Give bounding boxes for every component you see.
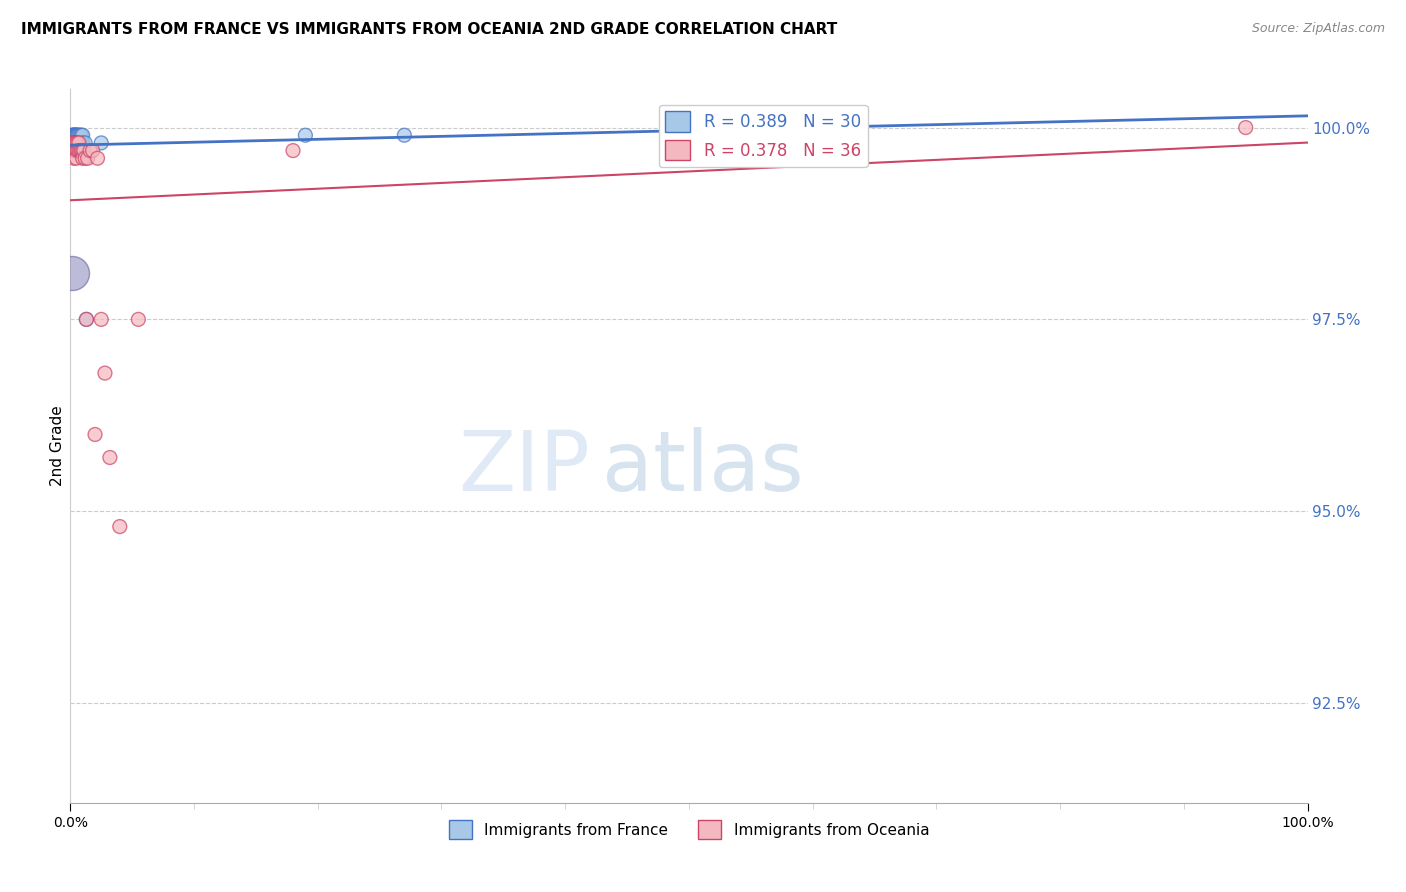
- Point: [65, 128, 87, 143]
- Point: [60, 266, 83, 280]
- Point: [70, 128, 93, 143]
- Point: [69, 136, 91, 150]
- Point: [63, 128, 86, 143]
- Point: [65, 151, 87, 165]
- Text: Source: ZipAtlas.com: Source: ZipAtlas.com: [1251, 22, 1385, 36]
- Y-axis label: 2nd Grade: 2nd Grade: [49, 406, 65, 486]
- Point: [72, 136, 94, 150]
- Point: [294, 128, 316, 143]
- Point: [62, 136, 84, 150]
- Point: [66, 136, 89, 150]
- Point: [65, 128, 87, 143]
- Text: IMMIGRANTS FROM FRANCE VS IMMIGRANTS FROM OCEANIA 2ND GRADE CORRELATION CHART: IMMIGRANTS FROM FRANCE VS IMMIGRANTS FRO…: [21, 22, 838, 37]
- Point: [65, 144, 87, 158]
- Point: [70, 136, 93, 150]
- Point: [65, 128, 87, 143]
- Point: [63, 128, 86, 143]
- Point: [65, 144, 87, 158]
- Point: [801, 144, 824, 158]
- Point: [73, 144, 96, 158]
- Point: [63, 144, 86, 158]
- Text: atlas: atlas: [602, 427, 804, 508]
- Point: [66, 128, 89, 143]
- Point: [62, 144, 84, 158]
- Point: [67, 136, 90, 150]
- Point: [127, 312, 149, 326]
- Point: [281, 144, 304, 158]
- Point: [67, 136, 90, 150]
- Point: [75, 312, 97, 326]
- Point: [67, 128, 90, 143]
- Point: [60, 144, 83, 158]
- Point: [108, 519, 131, 533]
- Point: [70, 144, 93, 158]
- Point: [75, 136, 97, 150]
- Point: [65, 128, 87, 143]
- Point: [69, 128, 91, 143]
- Point: [79, 144, 101, 158]
- Point: [60, 136, 83, 150]
- Legend: Immigrants from France, Immigrants from Oceania: Immigrants from France, Immigrants from …: [443, 814, 935, 845]
- Point: [72, 128, 94, 143]
- Point: [98, 450, 121, 465]
- Point: [72, 151, 94, 165]
- Point: [65, 136, 87, 150]
- Point: [90, 136, 112, 150]
- Point: [94, 366, 117, 380]
- Point: [67, 144, 90, 158]
- Point: [62, 136, 84, 150]
- Point: [63, 151, 86, 165]
- Point: [63, 128, 86, 143]
- Point: [394, 128, 416, 143]
- Point: [75, 312, 97, 326]
- Point: [76, 151, 98, 165]
- Point: [72, 144, 94, 158]
- Point: [60, 128, 83, 143]
- Point: [63, 136, 86, 150]
- Point: [65, 136, 87, 150]
- Point: [69, 144, 91, 158]
- Point: [65, 136, 87, 150]
- Point: [1234, 120, 1257, 135]
- Point: [82, 144, 104, 158]
- Point: [63, 136, 86, 150]
- Point: [801, 120, 824, 135]
- Point: [62, 128, 84, 143]
- Point: [66, 128, 89, 143]
- Point: [90, 312, 112, 326]
- Point: [66, 144, 89, 158]
- Point: [86, 151, 108, 165]
- Point: [65, 136, 87, 150]
- Point: [75, 151, 97, 165]
- Text: ZIP: ZIP: [458, 427, 591, 508]
- Point: [66, 136, 89, 150]
- Point: [84, 427, 107, 442]
